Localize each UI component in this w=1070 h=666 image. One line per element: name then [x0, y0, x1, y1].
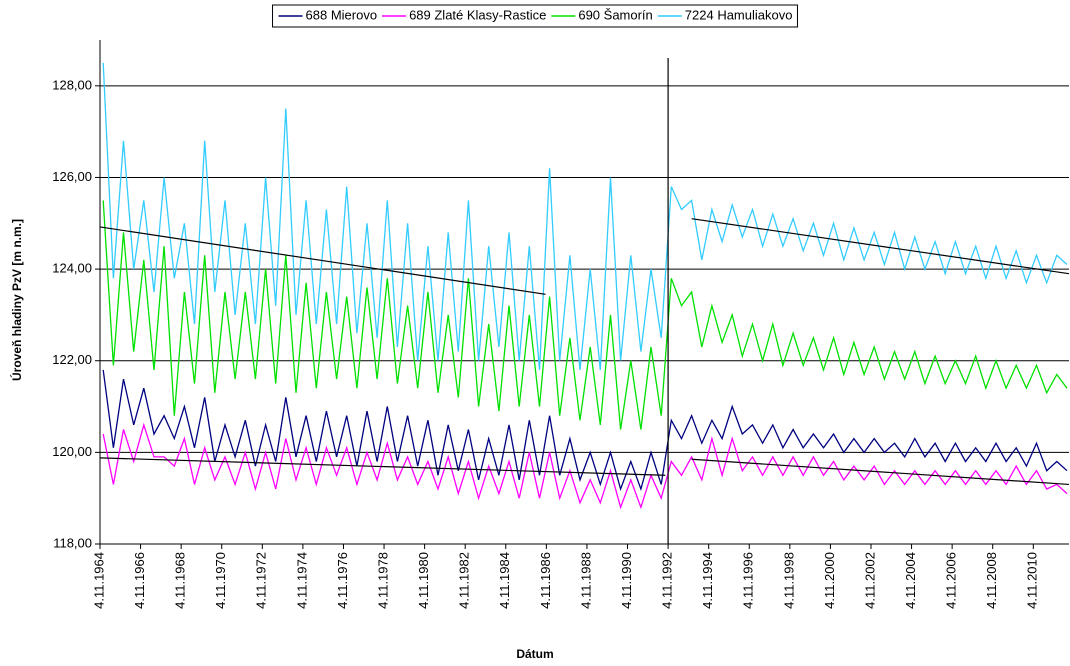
x-tick-label: 4.11.1976	[335, 552, 350, 609]
x-tick-label: 4.11.1974	[294, 552, 309, 609]
x-tick-label: 4.11.2008	[984, 552, 999, 609]
y-tick-label: 124,00	[52, 261, 92, 276]
y-axis-label: Úroveň hladiny PzV [m n.m.]	[9, 219, 24, 381]
legend-label: 688 Mierovo	[306, 7, 378, 22]
y-tick-label: 118,00	[53, 535, 92, 550]
series-line	[102, 369, 1068, 492]
y-tick-label: 126,00	[52, 169, 92, 184]
x-tick-label: 4.11.2002	[862, 552, 877, 609]
x-tick-label: 4.11.1992	[660, 552, 675, 609]
x-tick-label: 4.11.1980	[416, 552, 431, 609]
x-tick-label: 4.11.1986	[538, 552, 553, 609]
trend-line	[99, 457, 666, 476]
legend: 688 Mierovo 689 Zlaté Klasy-Rastice 690 Ša…	[272, 4, 798, 28]
legend-label: 690 Šamorín	[578, 7, 652, 22]
x-tick-label: 4.11.1982	[457, 552, 472, 609]
y-tick-label: 120,00	[52, 444, 92, 459]
trend-line	[691, 218, 1070, 275]
series-line	[102, 62, 1068, 370]
x-tick-label: 4.11.1972	[254, 552, 269, 609]
x-tick-label: 4.11.1996	[741, 552, 756, 609]
legend-label: 689 Zlaté Klasy-Rastice	[409, 7, 546, 22]
x-tick-label: 4.11.1964	[91, 552, 106, 609]
legend-label: 7224 Hamuliakovo	[685, 7, 793, 22]
x-axis-label: Dátum	[516, 647, 553, 661]
x-tick-label: 4.11.1978	[375, 552, 390, 609]
series-line	[102, 200, 1068, 430]
x-tick-label: 4.11.2006	[944, 552, 959, 609]
x-tick-label: 4.11.1966	[132, 552, 147, 609]
y-tick-label: 122,00	[52, 352, 92, 367]
x-tick-label: 4.11.1968	[173, 552, 188, 609]
x-tick-label: 4.11.1998	[781, 552, 796, 609]
x-tick-label: 4.11.2004	[903, 552, 918, 609]
x-tick-label: 4.11.1990	[619, 552, 634, 609]
x-tick-label: 4.11.1984	[497, 552, 512, 609]
x-tick-label: 4.11.2010	[1025, 552, 1040, 609]
x-tick-label: 4.11.2000	[822, 552, 837, 609]
x-tick-label: 4.11.1988	[578, 552, 593, 609]
legend-box	[272, 4, 798, 28]
trend-line	[99, 226, 546, 295]
series-line	[102, 422, 1068, 510]
x-tick-label: 4.11.1994	[700, 552, 715, 609]
trend-line	[691, 458, 1070, 486]
x-tick-label: 4.11.1970	[213, 552, 228, 609]
y-tick-label: 128,00	[52, 77, 92, 92]
